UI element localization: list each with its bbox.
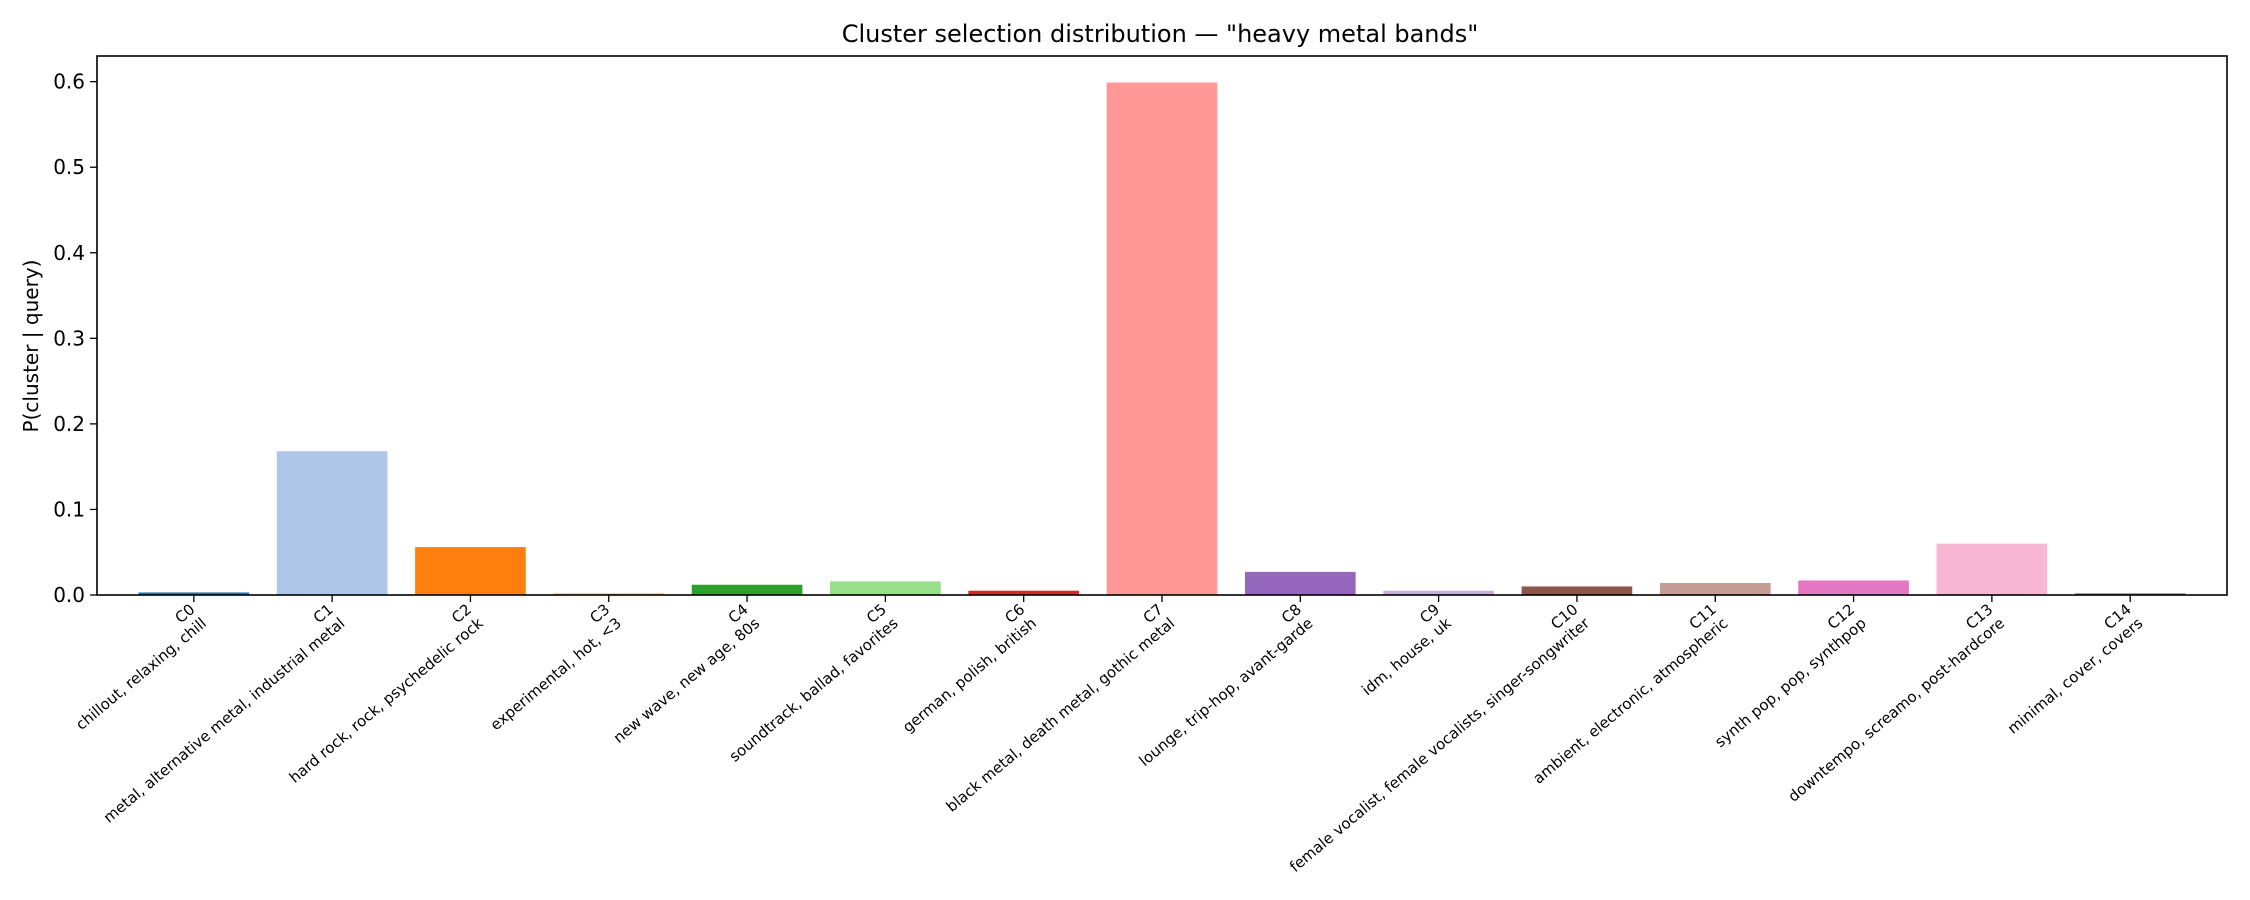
bar-c11	[1659, 583, 1771, 595]
x-tick-cluster-tags: german, polish, british	[899, 614, 1040, 736]
bar-c3	[553, 593, 665, 595]
y-tick-label: 0.5	[53, 155, 85, 179]
y-tick-label: 0.0	[53, 583, 85, 607]
x-tick-cluster-tags: synth pop, pop, synthpop	[1711, 614, 1869, 751]
bar-c1	[276, 451, 388, 595]
y-tick-label: 0.3	[53, 326, 85, 350]
x-tick-cluster-tags: downtempo, screamo, post-hardcore	[1785, 614, 2008, 806]
x-tick-cluster-tags: idm, house, uk	[1358, 614, 1455, 699]
bar-c8	[1244, 571, 1356, 595]
x-tick-cluster-tags: experimental, hot, <3	[487, 614, 625, 734]
x-tick-cluster-tags: metal, alternative metal, industrial met…	[100, 614, 348, 827]
bar-c4	[691, 584, 803, 595]
bar-c9	[1383, 590, 1494, 595]
y-tick-label: 0.4	[53, 241, 85, 265]
bar-c13	[1936, 543, 2048, 595]
y-tick-label: 0.6	[53, 70, 85, 94]
bars	[138, 82, 2186, 596]
bar-c14	[2074, 593, 2186, 595]
x-tick-cluster-tags: minimal, cover, covers	[2004, 614, 2146, 738]
y-axis-label: P(cluster | query)	[19, 260, 43, 433]
bar-c7	[1106, 82, 1218, 596]
x-tick-label: C13downtempo, screamo, post-hardcore	[1773, 600, 2008, 805]
x-tick-label: C7black metal, death metal, gothic metal	[931, 600, 1178, 815]
x-tick-label: C2hard rock, rock, psychedelic rock	[274, 600, 487, 787]
y-tick-label: 0.2	[53, 412, 85, 436]
bar-c5	[830, 581, 941, 595]
plot-frame	[96, 55, 2228, 596]
bar-c0	[138, 592, 250, 595]
y-tick-label: 0.1	[53, 497, 85, 521]
bar-c2	[415, 547, 526, 595]
x-tick-cluster-tags: new wave, new age, 80s	[610, 614, 763, 747]
chart-title: Cluster selection distribution — "heavy …	[842, 20, 1479, 48]
x-tick-label: C0chillout, relaxing, chill	[61, 600, 210, 733]
x-tick-label: C4new wave, new age, 80s	[598, 600, 763, 747]
x-tick-label: C3experimental, hot, <3	[475, 600, 625, 734]
x-tick-label: C9idm, house, uk	[1347, 600, 1455, 699]
x-tick-cluster-tags: chillout, relaxing, chill	[72, 614, 210, 734]
bar-c10	[1521, 586, 1633, 595]
x-tick-label: C11ambient, electronic, atmospheric	[1518, 600, 1731, 787]
x-tick-label: C14minimal, cover, covers	[1992, 600, 2146, 737]
bar-c12	[1798, 580, 1909, 595]
x-tick-cluster-tags: black metal, death metal, gothic metal	[943, 614, 1178, 816]
x-tick-cluster-tags: female vocalist, female vocalists, singe…	[1286, 614, 1594, 876]
x-tick-label: C1metal, alternative metal, industrial m…	[88, 600, 348, 826]
bar-c6	[968, 590, 1080, 595]
x-tick-label: C6german, polish, british	[888, 600, 1040, 736]
y-axis: 0.0 0.1 0.2 0.3 0.4 0.5 0.6	[53, 70, 97, 607]
